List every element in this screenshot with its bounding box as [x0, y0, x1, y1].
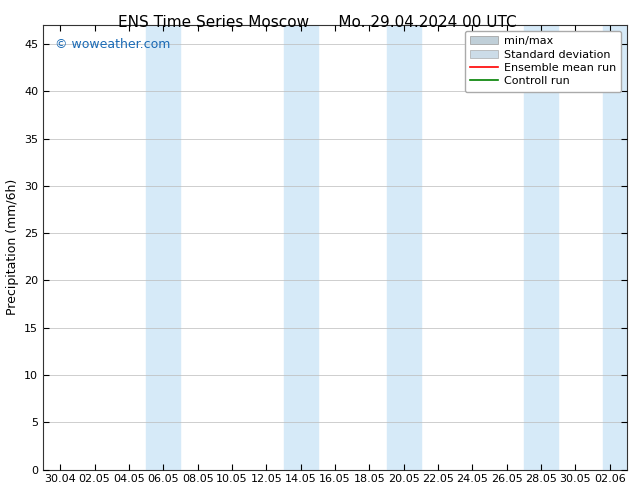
Text: © woweather.com: © woweather.com — [55, 39, 170, 51]
Bar — [603, 25, 627, 469]
Bar — [524, 25, 559, 469]
Bar — [146, 25, 181, 469]
Y-axis label: Precipitation (mm/6h): Precipitation (mm/6h) — [6, 179, 18, 316]
Bar — [387, 25, 421, 469]
Text: ENS Time Series Moscow      Mo. 29.04.2024 00 UTC: ENS Time Series Moscow Mo. 29.04.2024 00… — [118, 15, 516, 30]
Legend: min/max, Standard deviation, Ensemble mean run, Controll run: min/max, Standard deviation, Ensemble me… — [465, 31, 621, 92]
Bar — [283, 25, 318, 469]
